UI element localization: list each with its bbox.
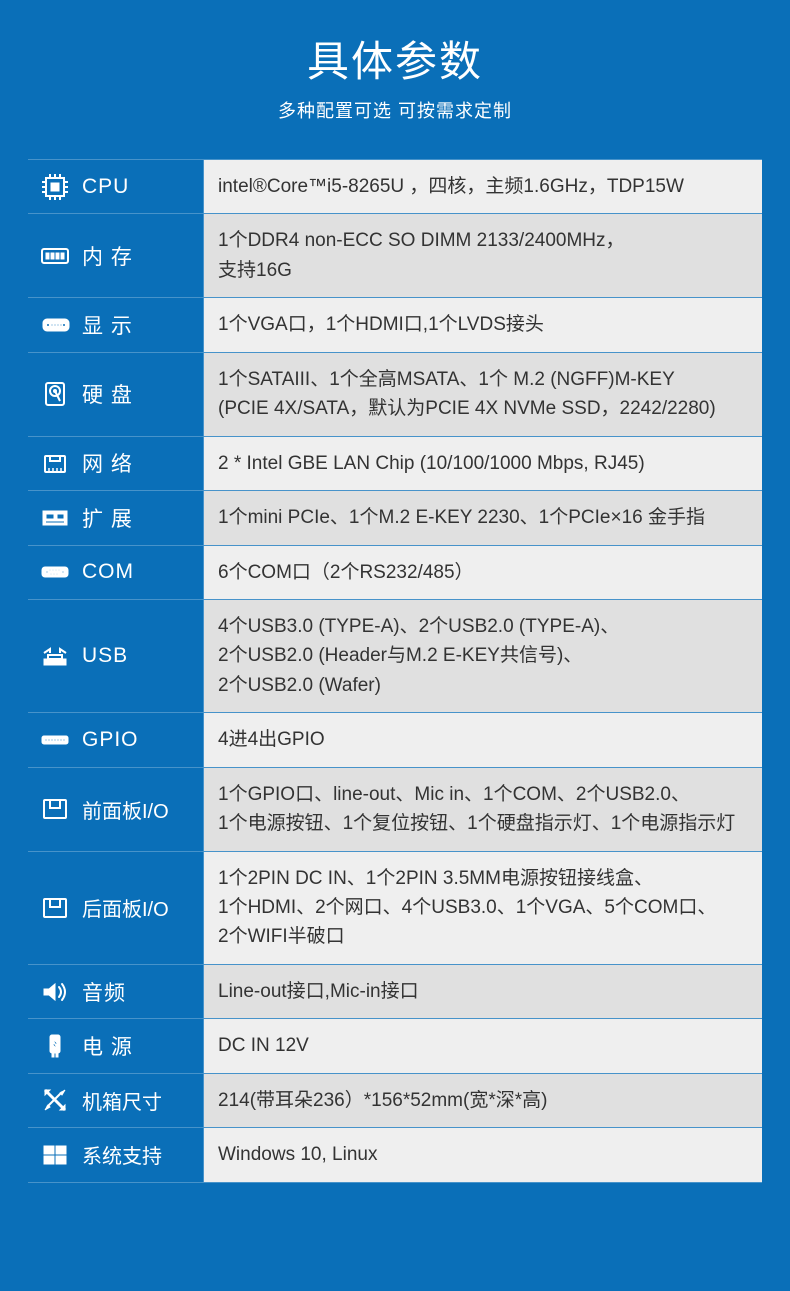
display-icon <box>38 310 72 340</box>
spec-row-power: 电 源 DC IN 12V <box>28 1018 762 1072</box>
spec-row-cpu: CPU intel®Core™i5-8265U ，四核，主频1.6GHz，TDP1… <box>28 159 762 213</box>
spec-row-display: 显 示 1个VGA口，1个HDMI口,1个LVDS接头 <box>28 297 762 351</box>
spec-label: 扩 展 <box>82 503 195 533</box>
spec-label-cell: 网 络 <box>28 437 204 490</box>
spec-label-cell: 扩 展 <box>28 491 204 544</box>
spec-row-memory: 内 存 1个DDR4 non-ECC SO DIMM 2133/2400MHz， … <box>28 213 762 297</box>
spec-label: 前面板I/O <box>82 795 195 824</box>
spec-value: 1个SATAIII、1个全高MSATA、1个 M.2 (NGFF)M-KEY (… <box>204 353 762 436</box>
gpio-icon <box>38 725 72 755</box>
spec-label: 后面板I/O <box>82 893 195 922</box>
spec-row-size: 机箱尺寸 214(带耳朵236）*156*52mm(宽*深*高) <box>28 1073 762 1127</box>
spec-label-cell: 内 存 <box>28 214 204 297</box>
spec-label-cell: CPU <box>28 160 204 213</box>
spec-label: 内 存 <box>82 241 195 271</box>
memory-icon <box>38 241 72 271</box>
spec-label-cell: 音频 <box>28 965 204 1018</box>
spec-value: 1个mini PCIe、1个M.2 E-KEY 2230、1个PCIe×16 金… <box>204 491 762 544</box>
audio-icon <box>38 977 72 1007</box>
spec-row-expand: 扩 展 1个mini PCIe、1个M.2 E-KEY 2230、1个PCIe×1… <box>28 490 762 544</box>
spec-label: 网 络 <box>82 448 195 478</box>
spec-row-backio: 后面板I/O 1个2PIN DC IN、1个2PIN 3.5MM电源按钮接线盒、 … <box>28 851 762 964</box>
spec-value: 1个VGA口，1个HDMI口,1个LVDS接头 <box>204 298 762 351</box>
hdd-icon <box>38 379 72 409</box>
spec-value: intel®Core™i5-8265U ，四核，主频1.6GHz，TDP15W <box>204 160 762 213</box>
spec-value: 214(带耳朵236）*156*52mm(宽*深*高) <box>204 1074 762 1127</box>
spec-value: 1个DDR4 non-ECC SO DIMM 2133/2400MHz， 支持1… <box>204 214 762 297</box>
spec-label-cell: COM <box>28 546 204 599</box>
spec-label: 音频 <box>82 977 195 1007</box>
os-icon <box>38 1140 72 1170</box>
spec-label-cell: 后面板I/O <box>28 852 204 964</box>
spec-value: Line-out接口,Mic-in接口 <box>204 965 762 1018</box>
expand-icon <box>38 503 72 533</box>
spec-label-cell: 机箱尺寸 <box>28 1074 204 1127</box>
panel-icon <box>38 893 72 923</box>
spec-row-usb: USB 4个USB3.0 (TYPE-A)、2个USB2.0 (TYPE-A)、 … <box>28 599 762 712</box>
spec-value: 4个USB3.0 (TYPE-A)、2个USB2.0 (TYPE-A)、 2个U… <box>204 600 762 712</box>
spec-value: 4进4出GPIO <box>204 713 762 766</box>
spec-label-cell: GPIO <box>28 713 204 766</box>
spec-label-cell: USB <box>28 600 204 712</box>
spec-label: USB <box>82 644 195 668</box>
spec-row-audio: 音频 Line-out接口,Mic-in接口 <box>28 964 762 1018</box>
network-icon <box>38 448 72 478</box>
spec-label-cell: 显 示 <box>28 298 204 351</box>
spec-label: COM <box>82 560 195 584</box>
spec-label: CPU <box>82 175 195 199</box>
spec-label-cell: 前面板I/O <box>28 768 204 851</box>
spec-row-gpio: GPIO 4进4出GPIO <box>28 712 762 766</box>
panel-icon <box>38 794 72 824</box>
page-title: 具体参数 <box>0 28 790 89</box>
spec-label: 显 示 <box>82 310 195 340</box>
spec-value: 1个GPIO口、line-out、Mic in、1个COM、2个USB2.0、 … <box>204 768 762 851</box>
spec-row-frontio: 前面板I/O 1个GPIO口、line-out、Mic in、1个COM、2个US… <box>28 767 762 851</box>
spec-value: 6个COM口（2个RS232/485） <box>204 546 762 599</box>
size-icon <box>38 1085 72 1115</box>
spec-value: 1个2PIN DC IN、1个2PIN 3.5MM电源按钮接线盒、 1个HDMI… <box>204 852 762 964</box>
spec-value: DC IN 12V <box>204 1019 762 1072</box>
page-subtitle: 多种配置可选 可按需求定制 <box>0 97 790 123</box>
cpu-icon <box>38 172 72 202</box>
spec-value: 2 * Intel GBE LAN Chip (10/100/1000 Mbps… <box>204 437 762 490</box>
spec-label: 硬 盘 <box>82 379 195 409</box>
com-icon <box>38 557 72 587</box>
spec-table: CPU intel®Core™i5-8265U ，四核，主频1.6GHz，TDP1… <box>28 159 762 1183</box>
spec-value: Windows 10, Linux <box>204 1128 762 1181</box>
spec-label-cell: 电 源 <box>28 1019 204 1072</box>
power-icon <box>38 1031 72 1061</box>
spec-label-cell: 硬 盘 <box>28 353 204 436</box>
spec-row-com: COM 6个COM口（2个RS232/485） <box>28 545 762 599</box>
spec-label: GPIO <box>82 728 195 752</box>
header: 具体参数 多种配置可选 可按需求定制 <box>0 0 790 147</box>
spec-row-os: 系统支持 Windows 10, Linux <box>28 1127 762 1182</box>
spec-label: 系统支持 <box>82 1140 195 1169</box>
spec-row-hdd: 硬 盘 1个SATAIII、1个全高MSATA、1个 M.2 (NGFF)M-KE… <box>28 352 762 436</box>
spec-label: 电 源 <box>82 1031 195 1061</box>
usb-icon <box>38 641 72 671</box>
spec-row-network: 网 络 2 * Intel GBE LAN Chip (10/100/1000 M… <box>28 436 762 490</box>
spec-label-cell: 系统支持 <box>28 1128 204 1181</box>
spec-label: 机箱尺寸 <box>82 1086 195 1115</box>
